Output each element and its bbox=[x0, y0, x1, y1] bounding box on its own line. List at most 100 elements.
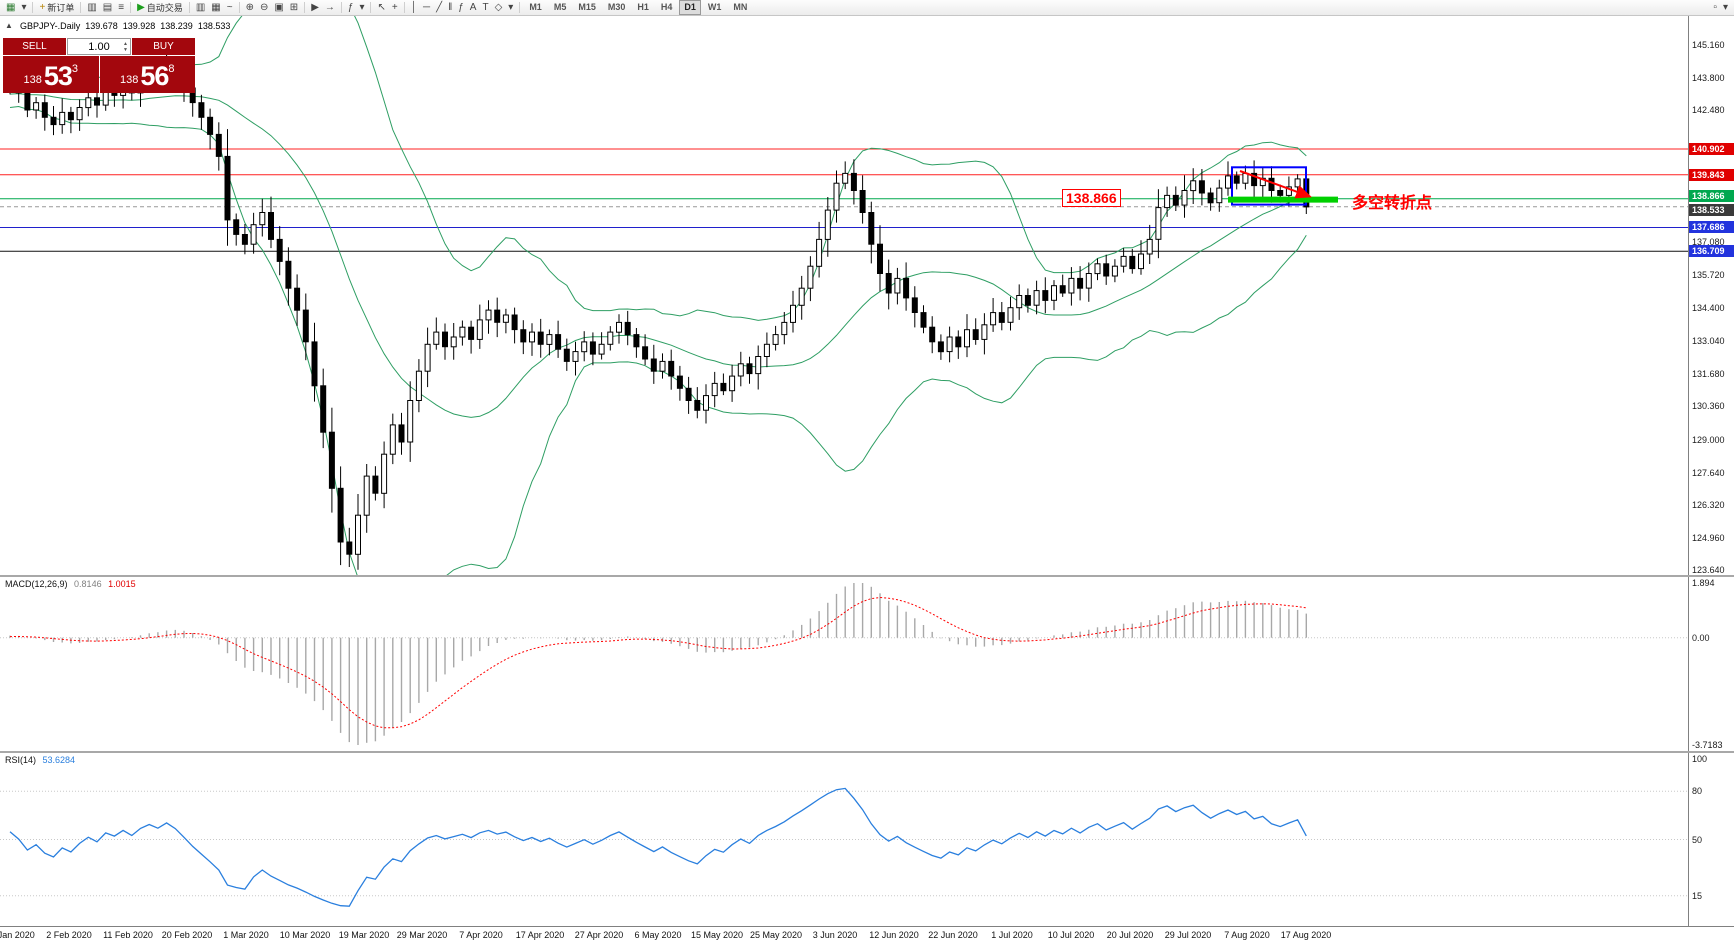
rsi-pane[interactable] bbox=[0, 753, 1688, 926]
price-callout-label[interactable]: 138.866 bbox=[1062, 189, 1121, 207]
layout-button[interactable]: ▫ bbox=[1713, 1, 1717, 13]
timeframe-m30[interactable]: M30 bbox=[607, 2, 626, 12]
date-label: 1 Jul 2020 bbox=[991, 930, 1033, 940]
price-tag: 137.686 bbox=[1689, 221, 1734, 233]
buy-price-pips: 56 bbox=[140, 61, 169, 91]
date-label: 15 May 2020 bbox=[690, 930, 744, 940]
price-axis-label: 145.160 bbox=[1692, 40, 1725, 50]
buy-price-button[interactable]: 138 56 8 bbox=[99, 56, 195, 93]
price-axis-label: 127.640 bbox=[1692, 468, 1725, 478]
date-label: 20 Jul 2020 bbox=[1106, 930, 1154, 940]
charts-grid-button[interactable]: ▥ bbox=[87, 1, 97, 13]
cascade-windows-button[interactable]: ▣ bbox=[274, 1, 284, 13]
toolbar-separator bbox=[370, 2, 372, 13]
shapes-button[interactable]: ◇ bbox=[494, 1, 503, 13]
volume-input[interactable]: 1.00 ▲ ▼ bbox=[67, 38, 131, 55]
date-label: 7 Aug 2020 bbox=[1224, 930, 1270, 940]
zoom-in-button[interactable]: ⊕ bbox=[245, 1, 254, 13]
rsi-axis-label: 15 bbox=[1692, 891, 1703, 901]
chart-window-button[interactable]: ▦ bbox=[6, 1, 16, 13]
date-label: 29 Mar 2020 bbox=[396, 930, 448, 940]
vertical-line-button[interactable]: │ bbox=[410, 1, 417, 13]
oneclick-collapse-icon[interactable]: ▲ bbox=[5, 21, 13, 30]
one-click-trading-panel: SELL 1.00 ▲ ▼ BUY 138 53 3 138 56 8 bbox=[3, 38, 195, 93]
rsi-value: 53.6284 bbox=[42, 755, 76, 765]
date-label: 23 Jan 2020 bbox=[0, 930, 35, 940]
timeframe-mn[interactable]: MN bbox=[733, 2, 748, 12]
profiles-button[interactable]: ▤ bbox=[102, 1, 113, 13]
indicators-button[interactable]: ƒ bbox=[347, 1, 354, 13]
channel-button[interactable]: ‖ bbox=[448, 1, 453, 13]
macd-title: MACD(12,26,9) 0.8146 1.0015 bbox=[5, 579, 136, 589]
toolbar-separator bbox=[304, 2, 306, 13]
sell-price-button[interactable]: 138 53 3 bbox=[3, 56, 99, 93]
crosshair-button[interactable]: + bbox=[391, 1, 398, 13]
horizontal-line-button[interactable]: ─ bbox=[422, 1, 431, 13]
autotrading-button[interactable]: ▶ 自动交易 bbox=[137, 1, 183, 13]
price-axis-label: 143.800 bbox=[1692, 73, 1725, 83]
spinner-down-icon[interactable]: ▼ bbox=[123, 47, 128, 53]
date-label: 3 Jun 2020 bbox=[812, 930, 858, 940]
date-label: 25 May 2020 bbox=[749, 930, 803, 940]
price-axis-label: 135.720 bbox=[1692, 270, 1725, 280]
price-tag: 136.709 bbox=[1689, 245, 1734, 257]
chart-shift-button[interactable]: → bbox=[324, 1, 335, 13]
text-button[interactable]: A bbox=[469, 1, 477, 13]
price-chart[interactable] bbox=[0, 16, 1688, 575]
date-label: 19 Mar 2020 bbox=[338, 930, 390, 940]
zoom-out-button[interactable]: ⊖ bbox=[259, 1, 269, 13]
macd-name: MACD(12,26,9) bbox=[5, 579, 68, 589]
date-label: 17 Apr 2020 bbox=[515, 930, 565, 940]
buy-price-base: 138 bbox=[119, 74, 139, 86]
macd-axis-label: 1.894 bbox=[1692, 578, 1715, 588]
bar-chart-button[interactable]: ▥ bbox=[195, 1, 206, 13]
sell-price-point: 3 bbox=[71, 63, 79, 75]
shapes-dropdown[interactable]: ▾ bbox=[508, 1, 514, 13]
rsi-name: RSI(14) bbox=[5, 755, 37, 765]
price-axis-label: 133.040 bbox=[1692, 336, 1725, 346]
timeframe-h4[interactable]: H4 bbox=[660, 2, 673, 12]
line-chart-button[interactable]: ~ bbox=[226, 1, 233, 13]
toolbar-separator bbox=[130, 2, 132, 13]
date-label: 10 Mar 2020 bbox=[279, 930, 331, 940]
open-value: 139.678 bbox=[85, 21, 118, 31]
terminal-button[interactable]: ≡ bbox=[118, 1, 125, 13]
price-axis[interactable]: 145.160 143.800 142.480 137.080 135.720 134.4… bbox=[1688, 16, 1734, 575]
candlestick-chart-button[interactable]: ▦ bbox=[211, 1, 221, 13]
timeframe-h1[interactable]: H1 bbox=[637, 2, 649, 12]
timeframe-m1[interactable]: M1 bbox=[529, 2, 542, 12]
fibonacci-button[interactable]: ƒ bbox=[458, 1, 464, 13]
toolbar-more-dropdown[interactable]: ▾ bbox=[1722, 1, 1728, 13]
volume-value: 1.00 bbox=[88, 40, 110, 53]
sell-button[interactable]: SELL bbox=[3, 38, 66, 55]
macd-axis[interactable]: 1.894 0.00 -3.7183 bbox=[1688, 577, 1734, 751]
tile-windows-button[interactable]: ⊞ bbox=[289, 1, 299, 13]
macd-pane[interactable] bbox=[0, 577, 1688, 751]
high-value: 139.928 bbox=[122, 21, 156, 31]
pane-splitter[interactable] bbox=[0, 575, 1734, 577]
cursor-button[interactable]: ↖ bbox=[377, 1, 386, 13]
trendline-button[interactable]: ╱ bbox=[436, 1, 443, 13]
date-axis[interactable]: 23 Jan 2020 2 Feb 2020 11 Feb 2020 20 Feb 2… bbox=[0, 926, 1734, 943]
new-order-button[interactable]: + 新订单 bbox=[39, 1, 75, 13]
auto-scroll-button[interactable]: ▶ bbox=[311, 1, 319, 13]
buy-button[interactable]: BUY bbox=[132, 38, 195, 55]
chart-window-dropdown[interactable]: ▾ bbox=[21, 1, 27, 13]
rsi-axis-label: 50 bbox=[1692, 835, 1703, 845]
timeframe-m5[interactable]: M5 bbox=[553, 2, 567, 12]
toolbar-separator bbox=[32, 2, 34, 13]
pane-splitter[interactable] bbox=[0, 751, 1734, 753]
rsi-axis[interactable]: 100 80 50 15 bbox=[1688, 753, 1734, 926]
macd-signal-value: 1.0015 bbox=[108, 579, 136, 589]
timeframe-d1[interactable]: D1 bbox=[679, 0, 701, 15]
turning-point-label[interactable]: 多空转折点 bbox=[1352, 195, 1433, 212]
symbol-ohlc-line: GBPJPY-.Daily 139.678 139.928 138.239 13… bbox=[20, 21, 230, 31]
price-axis-label: 124.960 bbox=[1692, 533, 1725, 543]
date-label: 1 Mar 2020 bbox=[223, 930, 269, 940]
timeframe-m15[interactable]: M15 bbox=[578, 2, 596, 12]
timeframe-w1[interactable]: W1 bbox=[707, 2, 722, 12]
spinner-up-icon[interactable]: ▲ bbox=[123, 41, 128, 47]
indicators-dropdown[interactable]: ▾ bbox=[359, 1, 365, 13]
label-button[interactable]: T bbox=[482, 1, 489, 13]
volume-spinner[interactable]: ▲ ▼ bbox=[123, 41, 128, 53]
